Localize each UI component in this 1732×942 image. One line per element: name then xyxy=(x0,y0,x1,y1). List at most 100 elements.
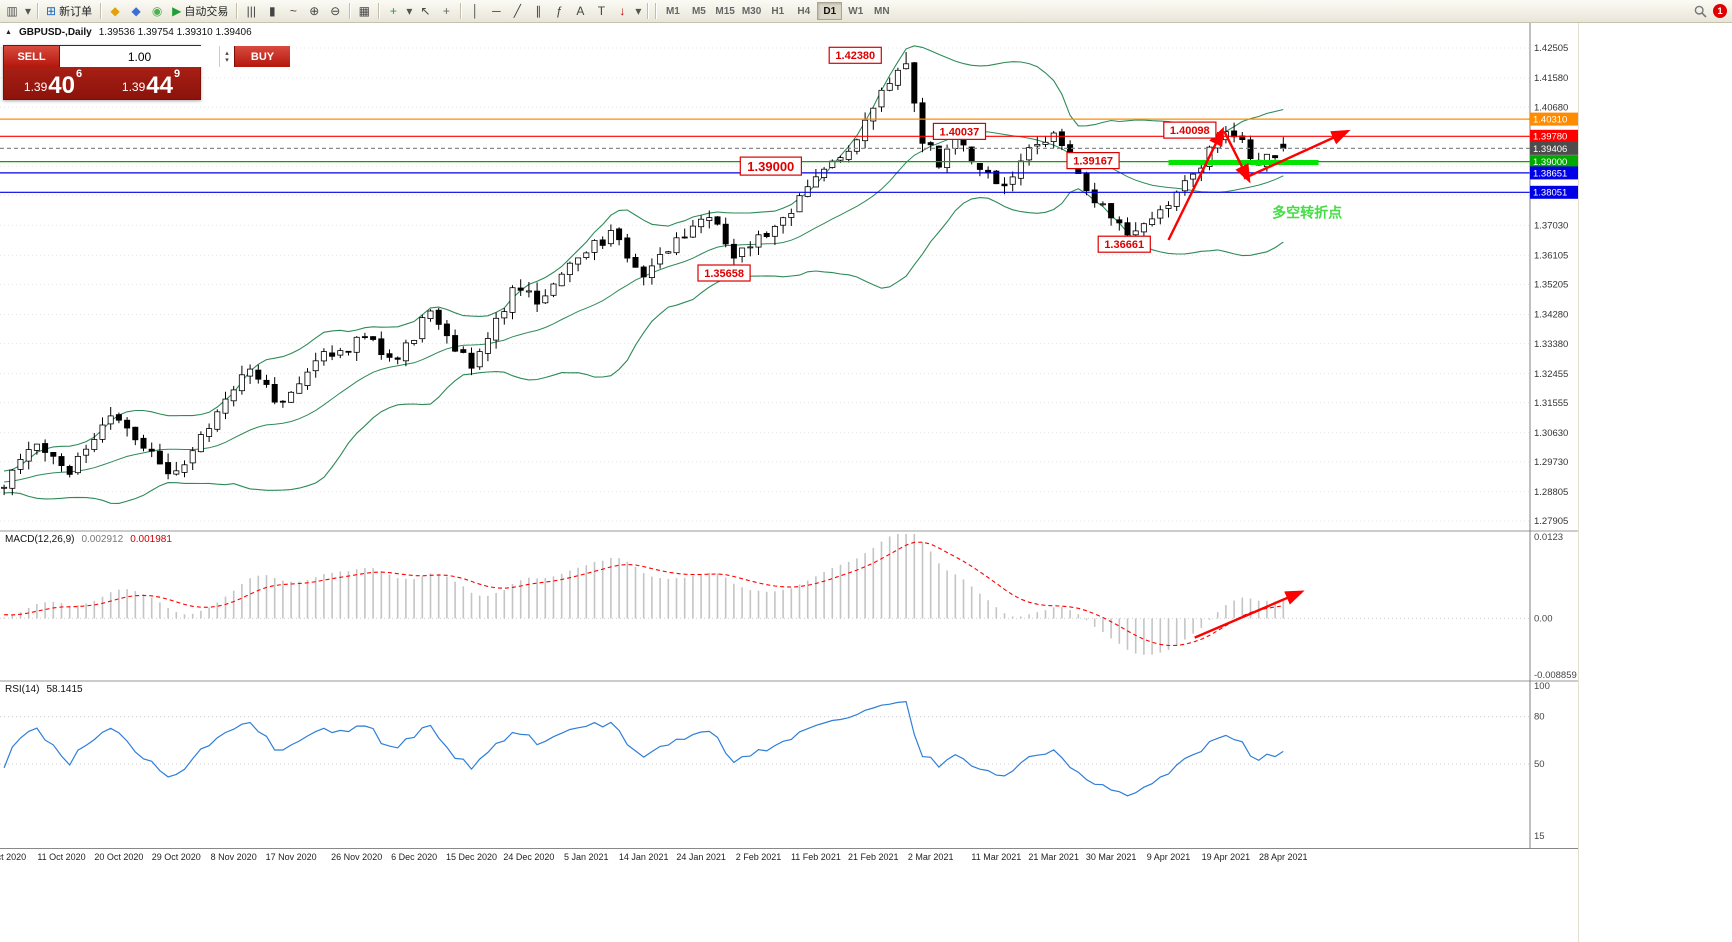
price-axis[interactable]: 1.425051.415801.406801.397801.388551.379… xyxy=(1529,23,1578,848)
chart-canvas[interactable]: 1.42380 1.40037 1.40098 1.39000 1.39167 1.366… xyxy=(0,23,1578,848)
date-label: 17 Nov 2020 xyxy=(265,852,317,862)
equidistant-channel-button[interactable]: ∥ xyxy=(528,2,548,21)
autotrading-button[interactable]: ▶ 自动交易 xyxy=(168,2,232,21)
date-label: 20 Oct 2020 xyxy=(94,852,144,862)
cursor-icon: ↖ xyxy=(420,4,431,18)
svg-text:1.39780: 1.39780 xyxy=(1533,132,1567,143)
timeframe-w1-button[interactable]: W1 xyxy=(843,2,868,20)
macd-arrow[interactable] xyxy=(1194,590,1305,639)
svg-text:1.38051: 1.38051 xyxy=(1533,188,1567,199)
fibonacci-button[interactable]: ƒ xyxy=(549,2,569,21)
indicators-dropdown[interactable]: ▾ xyxy=(404,2,414,21)
annotation-note[interactable]: 多空转折点 xyxy=(1272,204,1342,220)
svg-text:1.36105: 1.36105 xyxy=(1534,251,1568,262)
arrows-button[interactable]: ↓ xyxy=(612,2,632,21)
cursor-button[interactable]: ↖ xyxy=(415,2,435,21)
tile-windows-button[interactable]: ▦ xyxy=(354,2,374,21)
text-label-icon: T xyxy=(597,4,606,18)
date-label: 11 Feb 2021 xyxy=(790,852,841,862)
indicators-icon: + xyxy=(389,4,397,18)
buy-price-prefix: 1.39 xyxy=(121,80,146,94)
svg-text:1.39000: 1.39000 xyxy=(1533,157,1567,168)
zoom-out-icon: ⊖ xyxy=(330,4,341,18)
new-order-button[interactable]: ⊞ 新订单 xyxy=(42,2,96,21)
chart-profiles-icon: ▾ xyxy=(25,4,32,18)
time-axis[interactable]: 1 Oct 2020 11 Oct 2020 20 Oct 2020 29 Oct 2… xyxy=(0,848,1578,867)
date-label: 28 Apr 2021 xyxy=(1259,852,1308,862)
svg-text:1.28805: 1.28805 xyxy=(1534,487,1568,498)
new-chart-button[interactable]: ▥ xyxy=(2,2,22,21)
toolbar: ▥ ▾ ⊞ 新订单 ◆ ◆ ◉ ▶ 自动交易 ||| ▮ ~ ⊕ ⊖ ▦ + ▾ ↖ + │ ─ ╱ ∥ ƒ A T ↓ ▾ M1 M5 M… xyxy=(0,0,1732,23)
market-icon[interactable]: ◆ xyxy=(105,2,125,21)
text-icon: A xyxy=(576,4,585,18)
sell-price[interactable]: 1.39 40 6 xyxy=(4,67,102,99)
volume-up-icon[interactable]: ▴ xyxy=(225,49,229,57)
crosshair-button[interactable]: + xyxy=(436,2,456,21)
price-callouts[interactable]: 1.42380 1.40037 1.40098 1.39000 1.39167 1.366… xyxy=(697,46,1217,282)
svg-text:80: 80 xyxy=(1534,712,1545,723)
indicators-button[interactable]: + xyxy=(383,2,403,21)
workspace: 1.42380 1.40037 1.40098 1.39000 1.39167 1.366… xyxy=(0,23,1732,942)
sell-price-sup: 6 xyxy=(75,68,83,80)
zoom-in-icon: ⊕ xyxy=(309,4,320,18)
arrows-icon: ↓ xyxy=(619,4,626,18)
chart-profiles-dropdown[interactable]: ▾ xyxy=(23,2,33,21)
timeframe-d1-button[interactable]: D1 xyxy=(817,2,843,20)
date-label: 1 Oct 2020 xyxy=(0,852,27,862)
search-icon[interactable] xyxy=(1694,5,1707,18)
timeframe-h1-button[interactable]: H1 xyxy=(765,2,790,20)
timeframe-m30-button[interactable]: M30 xyxy=(739,2,764,20)
date-label: 2 Mar 2021 xyxy=(907,852,954,862)
community-icon[interactable]: ◉ xyxy=(147,2,167,21)
volume-spinner: ▴ ▾ xyxy=(219,46,234,67)
trend-arrows[interactable] xyxy=(1167,126,1351,241)
text-label-button[interactable]: T xyxy=(591,2,611,21)
svg-text:1.40037: 1.40037 xyxy=(940,126,980,138)
toolbar-separator xyxy=(655,3,657,19)
line-chart-button[interactable]: ~ xyxy=(283,2,303,21)
sell-button[interactable]: SELL xyxy=(4,46,59,67)
date-label: 6 Dec 2020 xyxy=(391,852,438,862)
candlestick-chart-icon: ▮ xyxy=(269,4,276,18)
buy-price[interactable]: 1.39 44 9 xyxy=(102,67,200,99)
candlestick-chart-button[interactable]: ▮ xyxy=(262,2,282,21)
svg-text:1.33380: 1.33380 xyxy=(1534,339,1568,350)
bar-chart-button[interactable]: ||| xyxy=(241,2,261,21)
collapse-triangle-icon: ▲ xyxy=(5,29,12,36)
horizontal-line-button[interactable]: ─ xyxy=(486,2,506,21)
text-button[interactable]: A xyxy=(570,2,590,21)
news-icon[interactable]: ◆ xyxy=(126,2,146,21)
macd-main-value: 0.002912 xyxy=(81,534,124,545)
rsi-name: RSI(14) xyxy=(5,684,40,695)
svg-text:1.30630: 1.30630 xyxy=(1534,428,1568,439)
green-zone-bar[interactable] xyxy=(1168,160,1319,165)
date-label: 21 Feb 2021 xyxy=(848,852,899,862)
buy-button[interactable]: BUY xyxy=(235,46,290,67)
svg-text:-0.008859: -0.008859 xyxy=(1534,670,1577,681)
vertical-line-button[interactable]: │ xyxy=(465,2,485,21)
bar-chart-icon: ||| xyxy=(246,4,256,18)
zoom-out-button[interactable]: ⊖ xyxy=(325,2,345,21)
date-label: 14 Jan 2021 xyxy=(618,852,669,862)
date-label: 26 Nov 2020 xyxy=(331,852,383,862)
volume-down-icon[interactable]: ▾ xyxy=(225,56,229,64)
date-label: 19 Apr 2021 xyxy=(1201,852,1251,862)
indicators-icon: ▾ xyxy=(406,4,413,18)
volume-input[interactable] xyxy=(60,46,219,67)
arrows-dropdown[interactable]: ▾ xyxy=(633,2,643,21)
macd-indicator-label: MACD(12,26,9) 0.002912 0.001981 xyxy=(5,534,172,545)
timeframe-h4-button[interactable]: H4 xyxy=(791,2,816,20)
timeframe-m5-button[interactable]: M5 xyxy=(686,2,711,20)
timeframe-m15-button[interactable]: M15 xyxy=(712,2,737,20)
timeframe-m1-button[interactable]: M1 xyxy=(660,2,685,20)
svg-text:1.29730: 1.29730 xyxy=(1534,457,1568,468)
toolbar-separator xyxy=(236,3,238,19)
trendline-button[interactable]: ╱ xyxy=(507,2,527,21)
zoom-in-button[interactable]: ⊕ xyxy=(304,2,324,21)
date-label: 24 Dec 2020 xyxy=(503,852,555,862)
chart-title: ▲ GBPUSD-,Daily 1.39536 1.39754 1.39310 … xyxy=(5,27,252,38)
timeframe-mn-button[interactable]: MN xyxy=(869,2,894,20)
notification-badge[interactable]: 1 xyxy=(1713,4,1727,18)
date-label: 11 Mar 2021 xyxy=(971,852,1022,862)
